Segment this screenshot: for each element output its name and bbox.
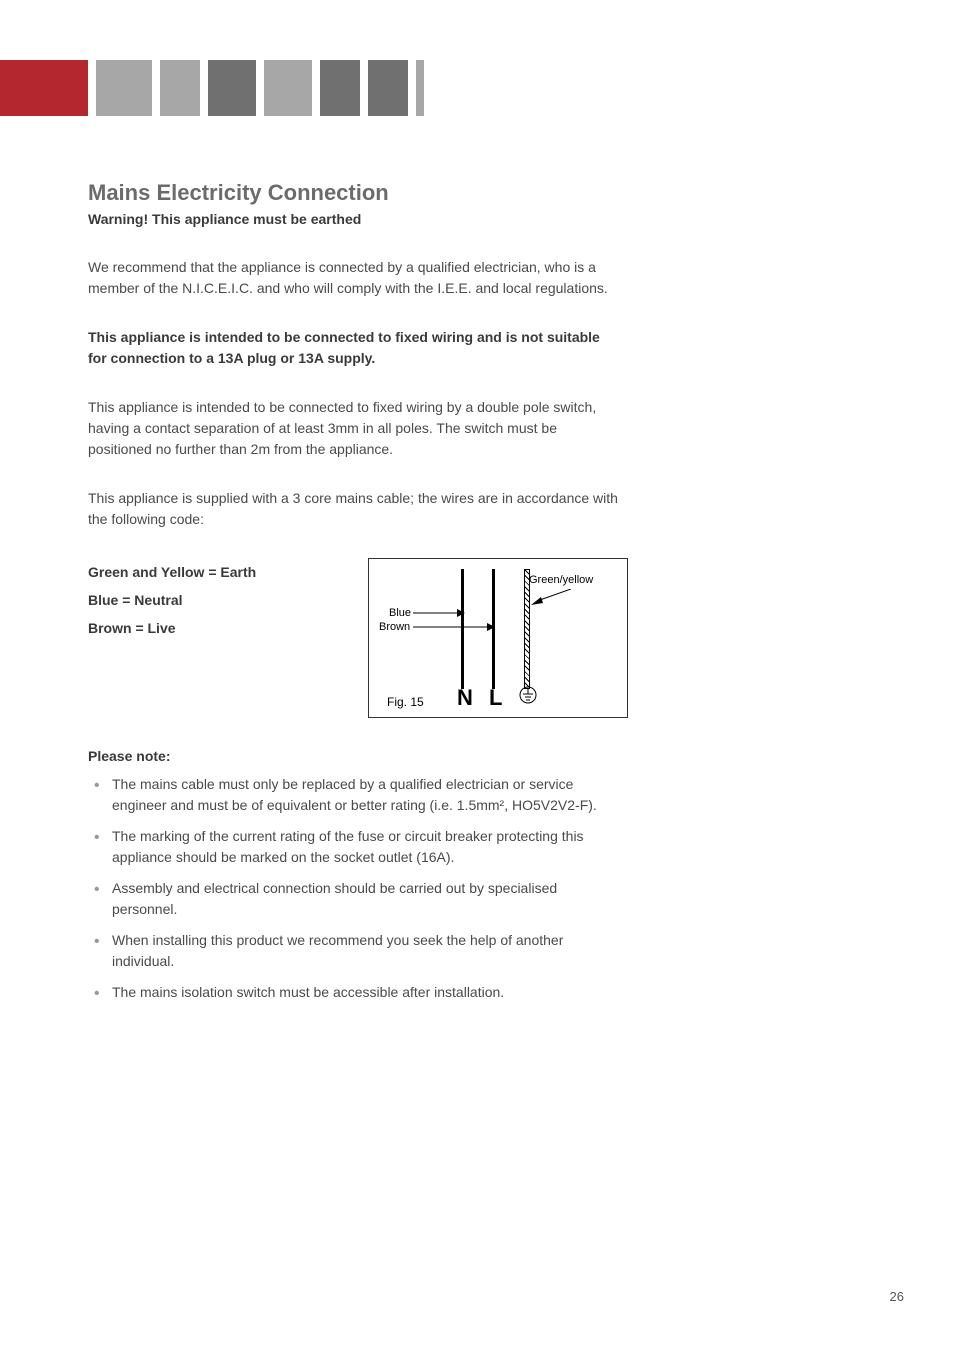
header-bar [160,60,200,116]
header-bar [208,60,256,116]
list-item: The mains cable must only be replaced by… [88,774,618,816]
header-bar [320,60,360,116]
list-item: The mains isolation switch must be acces… [88,982,618,1003]
notes-heading: Please note: [88,748,618,764]
diagram-label-brown: Brown [379,621,410,633]
diagram-figure-label: Fig. 15 [387,695,424,709]
header-bar [416,60,424,116]
header-decoration [0,60,432,116]
diagram-label-blue: Blue [389,607,411,619]
page-number: 26 [890,1289,904,1304]
subtitle-warning: Warning! This appliance must be earthed [88,211,618,227]
wire-code-neutral: Blue = Neutral [88,586,338,614]
paragraph: This appliance is intended to be connect… [88,397,618,460]
notes-list: The mains cable must only be replaced by… [88,774,618,1003]
wire-code-earth: Green and Yellow = Earth [88,558,338,586]
diagram-terminal-n: N [457,685,473,711]
list-item: Assembly and electrical connection shoul… [88,878,618,920]
list-item: The marking of the current rating of the… [88,826,618,868]
header-bar [0,60,88,116]
wire-code-live: Brown = Live [88,614,338,642]
paragraph: We recommend that the appliance is conne… [88,257,618,299]
wiring-diagram: Blue Brown Green/yellow Fig. 15 N L [368,558,628,718]
diagram-terminal-l: L [489,685,502,711]
earth-icon [519,686,537,707]
paragraph-bold: This appliance is intended to be connect… [88,327,618,369]
page-content: Mains Electricity Connection Warning! Th… [88,180,618,1013]
paragraph: This appliance is supplied with a 3 core… [88,488,618,530]
list-item: When installing this product we recommen… [88,930,618,972]
diagram-label-greenyellow: Green/yellow [529,574,593,586]
header-bar [264,60,312,116]
header-bar [96,60,152,116]
page-title: Mains Electricity Connection [88,180,618,206]
header-bar [368,60,408,116]
